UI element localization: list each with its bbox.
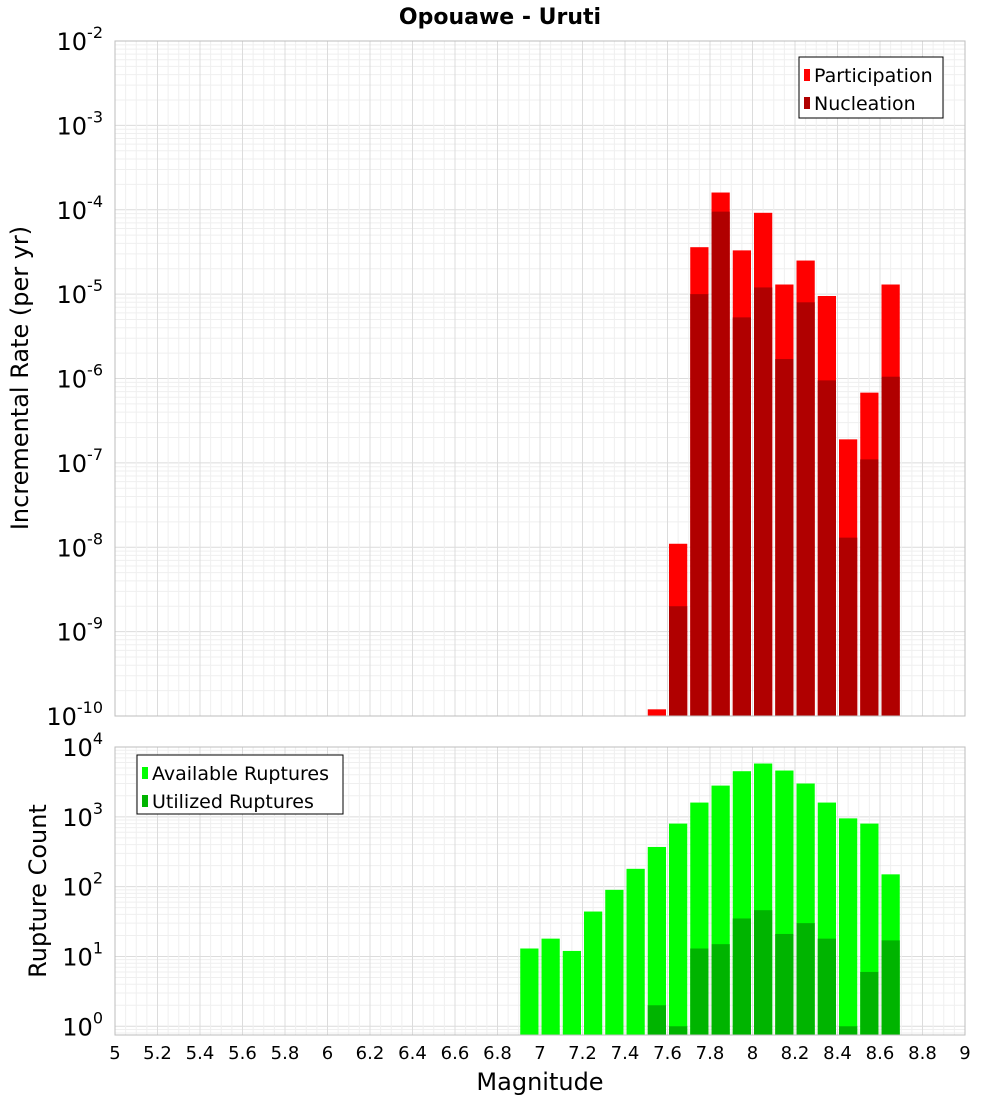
utilized-ruptures-bar: [690, 948, 709, 1035]
x-tick-label: 8.6: [866, 1043, 895, 1064]
utilized-ruptures-bar: [754, 910, 773, 1035]
x-tick-label: 6.6: [441, 1043, 470, 1064]
x-tick-label: 5: [109, 1043, 120, 1064]
nucleation-bar: [732, 317, 751, 716]
x-tick-label: 6.8: [483, 1043, 512, 1064]
bottom-plot-frame: [114, 746, 966, 1036]
utilized-ruptures-bar: [711, 944, 730, 1035]
top-legend-label: Nucleation: [814, 93, 916, 115]
bottom-legend-label: Available Ruptures: [152, 763, 329, 785]
x-tick-label: 7: [534, 1043, 545, 1064]
utilized-ruptures-bar: [881, 940, 900, 1035]
nucleation-bar: [711, 211, 730, 716]
x-tick-label: 5.6: [228, 1043, 257, 1064]
x-tick-label: 8.4: [823, 1043, 852, 1064]
nucleation-bar: [690, 294, 709, 716]
available-ruptures-bar: [647, 846, 666, 1035]
nucleation-bar: [775, 359, 794, 716]
x-tick-label: 6.4: [398, 1043, 427, 1064]
available-ruptures-bar: [605, 889, 624, 1035]
chart-title: Opouawe - Uruti: [399, 5, 601, 30]
nucleation-bar: [881, 376, 900, 716]
utilized-ruptures-bar: [732, 918, 751, 1035]
top-y-tick-label: 10-10: [46, 698, 103, 731]
available-ruptures-bar: [839, 818, 858, 1035]
nucleation-bar: [860, 459, 879, 716]
x-tick-label: 7.8: [696, 1043, 725, 1064]
utilized-ruptures-bar: [839, 1026, 858, 1035]
available-ruptures-bar: [562, 950, 581, 1035]
top-y-tick-label: 10-4: [57, 192, 104, 225]
bottom-legend-box: [136, 754, 344, 815]
bottom-y-tick-label: 100: [62, 1008, 103, 1041]
bottom-legend-swatch: [142, 767, 148, 779]
x-tick-label: 7.6: [653, 1043, 682, 1064]
x-tick-label: 6: [322, 1043, 333, 1064]
x-axis-label: Magnitude: [476, 1068, 603, 1096]
top-legend-swatch: [804, 69, 810, 81]
nucleation-bar: [817, 380, 836, 716]
top-legend-box: [798, 56, 944, 119]
x-tick-label: 8.8: [908, 1043, 937, 1064]
top-y-tick-label: 10-7: [57, 445, 104, 478]
available-ruptures-bar: [669, 823, 688, 1035]
bottom-legend-swatch: [142, 795, 148, 807]
available-ruptures-bar: [520, 948, 539, 1035]
top-y-tick-label: 10-2: [57, 23, 104, 56]
top-plot-frame: [114, 40, 966, 717]
x-tick-label: 5.2: [143, 1043, 172, 1064]
bottom-y-tick-label: 101: [62, 938, 103, 971]
nucleation-bar: [669, 606, 688, 716]
utilized-ruptures-bar: [796, 923, 815, 1035]
x-tick-label: 7.2: [568, 1043, 597, 1064]
available-ruptures-bar: [584, 911, 603, 1035]
top-y-tick-label: 10-9: [57, 614, 104, 647]
bottom-y-tick-label: 103: [62, 799, 103, 832]
top-legend-swatch: [804, 97, 810, 109]
x-tick-label: 5.8: [271, 1043, 300, 1064]
utilized-ruptures-bar: [647, 1005, 666, 1035]
available-ruptures-bar: [626, 868, 645, 1035]
top-y-tick-label: 10-5: [57, 276, 104, 309]
x-tick-label: 5.4: [186, 1043, 215, 1064]
nucleation-bar: [839, 537, 858, 716]
utilized-ruptures-bar: [775, 933, 794, 1035]
x-tick-label: 8.2: [781, 1043, 810, 1064]
top-y-tick-label: 10-3: [57, 107, 104, 140]
x-tick-label: 7.4: [611, 1043, 640, 1064]
top-y-tick-label: 10-6: [57, 361, 104, 394]
top-y-tick-label: 10-8: [57, 529, 104, 562]
utilized-ruptures-bar: [817, 938, 836, 1035]
bottom-legend-label: Utilized Ruptures: [152, 791, 314, 813]
x-tick-label: 8: [747, 1043, 758, 1064]
top-y-axis-label: Incremental Rate (per yr): [6, 226, 34, 530]
utilized-ruptures-bar: [669, 1026, 688, 1035]
top-legend-label: Participation: [814, 65, 933, 87]
bottom-y-axis-label: Rupture Count: [24, 804, 52, 978]
nucleation-bar: [754, 287, 773, 716]
utilized-ruptures-bar: [860, 971, 879, 1035]
x-tick-label: 9: [959, 1043, 970, 1064]
bottom-y-tick-label: 102: [62, 869, 103, 902]
x-tick-label: 6.2: [356, 1043, 385, 1064]
available-ruptures-bar: [541, 938, 560, 1035]
nucleation-bar: [796, 302, 815, 716]
bottom-y-tick-label: 104: [62, 729, 103, 762]
participation-bar: [647, 709, 666, 716]
